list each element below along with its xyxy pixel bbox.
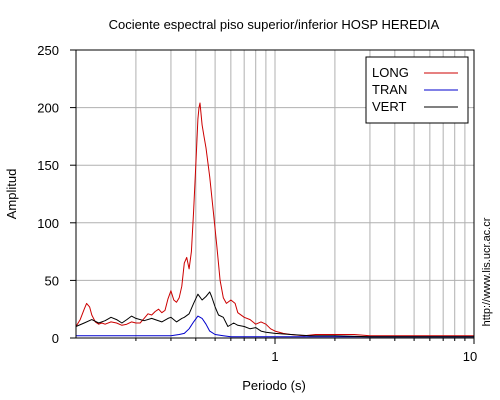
y-tick-label: 100: [37, 216, 59, 231]
x-axis-label: Periodo (s): [242, 378, 306, 393]
legend: LONG TRAN VERT: [365, 56, 469, 124]
y-tick-label: 50: [45, 273, 59, 288]
chart-title: Cociente espectral piso superior/inferio…: [109, 17, 440, 32]
series-layer: [75, 102, 474, 338]
y-tick-label: 0: [52, 331, 59, 346]
legend-label-tran: TRAN: [372, 82, 407, 97]
y-tick-label: 150: [37, 158, 59, 173]
legend-label-vert: VERT: [372, 99, 406, 114]
axis-ticks: 0 50 100 150 200 250 1 10: [37, 43, 477, 364]
x-tick-label: 1: [271, 349, 278, 364]
series-line-tran: [76, 315, 474, 338]
x-tick-label: 10: [463, 349, 477, 364]
y-axis-label: Amplitud: [4, 169, 19, 220]
y-tick-label: 250: [37, 43, 59, 58]
series-line-vert: [75, 291, 474, 338]
legend-label-long: LONG: [372, 65, 409, 80]
y-tick-label: 200: [37, 101, 59, 116]
source-url: http://www.lis.ucr.ac.cr: [481, 217, 493, 326]
